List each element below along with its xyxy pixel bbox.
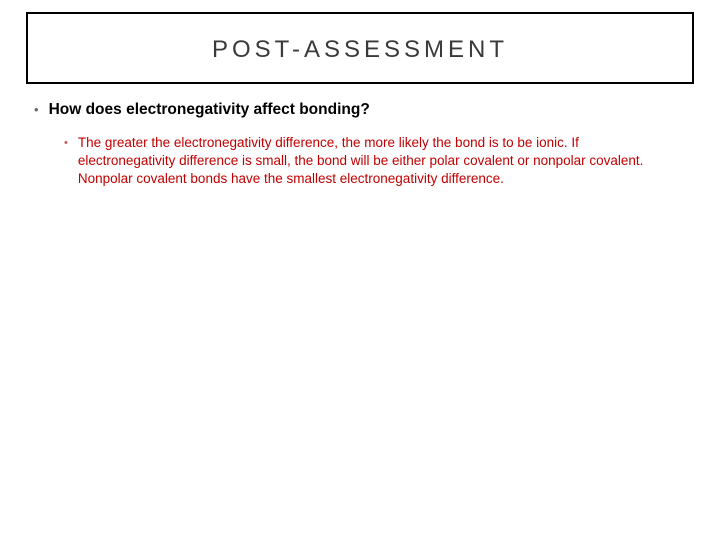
bullet-icon: • xyxy=(64,134,68,152)
bullet-icon: • xyxy=(34,100,39,120)
answer-row: • The greater the electronegativity diff… xyxy=(64,134,686,188)
answer-text: The greater the electronegativity differ… xyxy=(78,134,668,188)
slide-title: POST-ASSESSMENT xyxy=(28,36,692,64)
title-bar: POST-ASSESSMENT xyxy=(26,12,694,84)
question-text: How does electronegativity affect bondin… xyxy=(49,100,370,120)
question-row: • How does electronegativity affect bond… xyxy=(34,100,686,120)
content-area: • How does electronegativity affect bond… xyxy=(0,84,720,188)
